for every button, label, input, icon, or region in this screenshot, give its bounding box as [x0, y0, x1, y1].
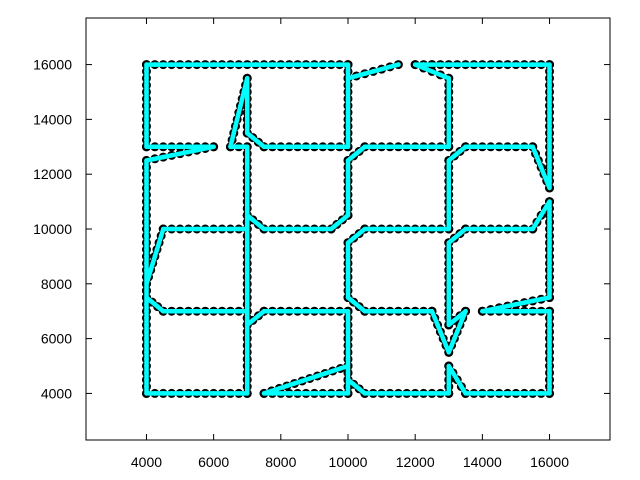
series-path-2 — [345, 62, 401, 81]
x-tick-label: 12000 — [396, 454, 435, 470]
axis-tick-labels: 4000 6000 8000 10000 12000 14000 16000 4000 6000… — [33, 57, 569, 470]
y-tick-label: 12000 — [33, 166, 72, 182]
axis-ticks — [86, 18, 610, 440]
y-tick-label: 10000 — [33, 221, 72, 237]
x-tick-label: 4000 — [131, 454, 162, 470]
x-tick-label: 8000 — [265, 454, 296, 470]
x-tick-label: 10000 — [329, 454, 368, 470]
series-path-0 — [144, 62, 351, 396]
series-lines — [144, 62, 552, 396]
x-tick-label: 14000 — [463, 454, 502, 470]
x-tick-label: 16000 — [530, 454, 569, 470]
y-tick-label: 14000 — [33, 111, 72, 127]
series-path-1 — [244, 62, 552, 396]
y-tick-label: 6000 — [41, 331, 72, 347]
y-tick-label: 4000 — [41, 385, 72, 401]
y-tick-label: 8000 — [41, 276, 72, 292]
x-tick-label: 6000 — [198, 454, 229, 470]
y-tick-label: 16000 — [33, 57, 72, 73]
